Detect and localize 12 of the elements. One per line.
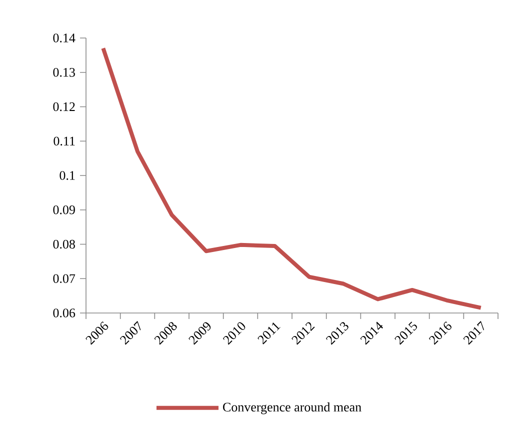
line-series (101, 46, 483, 310)
y-tick-label: 0.09 (53, 205, 75, 214)
y-tick-label: 0.13 (53, 68, 75, 77)
y-tick-label: 0.11 (54, 136, 75, 146)
y-tick-label: 0.1 (60, 171, 75, 180)
legend-label: Convergence around mean (223, 402, 362, 414)
x-tick-label: 2011 (258, 322, 280, 344)
y-tick-label: 0.14 (53, 34, 76, 42)
y-tick-label: 0.07 (53, 274, 76, 284)
y-tick-label: 0.06 (53, 308, 76, 318)
y-tick-label: 0.12 (53, 102, 75, 112)
y-tick-label: 0.08 (53, 240, 75, 249)
